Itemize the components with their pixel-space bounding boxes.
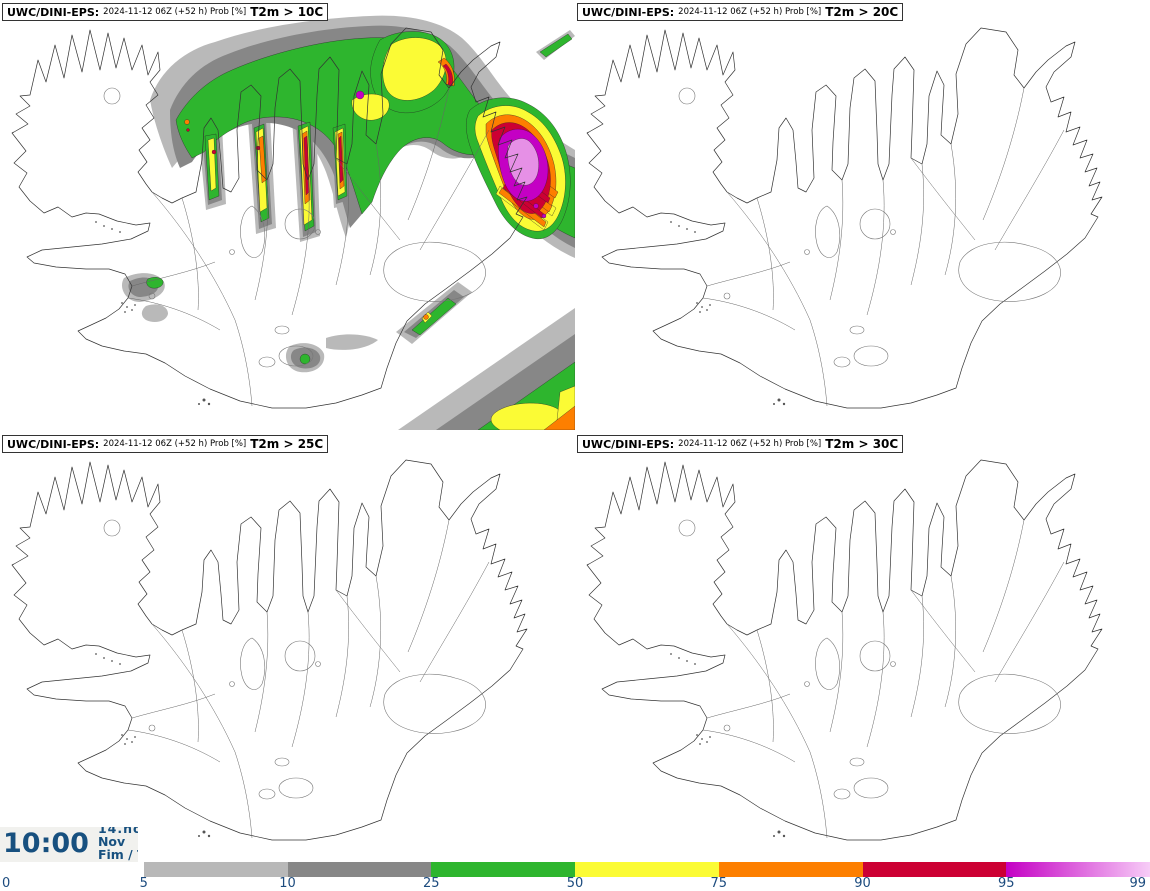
run-info: 2024-11-12 06Z (+52 h) Prob [%]: [678, 439, 822, 449]
run-info: 2024-11-12 06Z (+52 h) Prob [%]: [103, 7, 247, 17]
map-panel-t2m-gt-20c: UWC/DINI-EPS: 2024-11-12 06Z (+52 h) Pro…: [575, 0, 1150, 430]
colorbar-segment-10-25: [287, 862, 432, 877]
probability-overlay: [121, 15, 575, 430]
valid-time-widget[interactable]: 10:00 14.nóv./ Nov Fim / Thu: [0, 827, 138, 862]
colorbar-segment-75-90: [718, 862, 863, 877]
parameter-label: T2m > 30C: [825, 437, 899, 451]
valid-time: 10:00: [3, 828, 89, 859]
map-panel-t2m-gt-25c: UWC/DINI-EPS: 2024-11-12 06Z (+52 h) Pro…: [0, 432, 575, 862]
iceland-outline: [586, 459, 1103, 841]
panel-title: UWC/DINI-EPS: 2024-11-12 06Z (+52 h) Pro…: [2, 435, 329, 453]
panel-title: UWC/DINI-EPS: 2024-11-12 06Z (+52 h) Pro…: [577, 435, 904, 453]
colorbar-label-25: 25: [422, 876, 440, 891]
iceland-map-30c: [586, 459, 1103, 841]
colorbar-label-10: 10: [279, 876, 296, 891]
colorbar-label-0: 0: [2, 876, 11, 891]
run-info: 2024-11-12 06Z (+52 h) Prob [%]: [678, 7, 822, 17]
parameter-label: T2m > 10C: [250, 5, 324, 19]
model-name: UWC/DINI-EPS:: [582, 437, 675, 451]
iceland-outline: [11, 459, 528, 841]
model-name: UWC/DINI-EPS:: [7, 437, 100, 451]
colorbar-segment-25-50: [431, 862, 575, 877]
iceland-map-10c: [11, 15, 575, 430]
model-name: UWC/DINI-EPS:: [7, 5, 100, 19]
colorbar-segment-90-95: [862, 862, 1007, 877]
colorbar-label-95: 95: [997, 876, 1015, 891]
colorbar-label-75: 75: [710, 876, 728, 891]
map-panel-t2m-gt-30c: UWC/DINI-EPS: 2024-11-12 06Z (+52 h) Pro…: [575, 432, 1150, 862]
colorbar-label-50: 50: [566, 876, 584, 891]
colorbar-segment-95-99: [1006, 862, 1150, 877]
panel-title: UWC/DINI-EPS: 2024-11-12 06Z (+52 h) Pro…: [577, 3, 904, 21]
iceland-map-20c: [586, 27, 1103, 409]
iceland-map-25c: [11, 459, 528, 841]
valid-date-block: 14.nóv./ Nov Fim / Thu: [98, 827, 138, 862]
colorbar-label-5: 5: [139, 876, 148, 891]
date-icelandic: 14.nóv./: [97, 827, 138, 836]
map-panel-t2m-gt-10c: UWC/DINI-EPS: 2024-11-12 06Z (+52 h) Pro…: [0, 0, 575, 430]
colorbar-segment-0-5: [0, 862, 144, 877]
probability-colorbar: [0, 862, 1150, 877]
colorbar-labels: 0 5 10 25 50 75 90 95 99: [0, 876, 1150, 891]
model-name: UWC/DINI-EPS:: [582, 5, 675, 19]
weekday-label: Fim / Thu: [97, 847, 138, 862]
parameter-label: T2m > 20C: [825, 5, 899, 19]
run-info: 2024-11-12 06Z (+52 h) Prob [%]: [103, 439, 247, 449]
colorbar-label-90: 90: [854, 876, 871, 891]
colorbar-label-99: 99: [1129, 876, 1146, 891]
colorbar-segment-5-10: [143, 862, 288, 877]
parameter-label: T2m > 25C: [250, 437, 324, 451]
colorbar-segment-50-75: [575, 862, 719, 877]
month-english: Nov: [97, 834, 126, 849]
iceland-outline: [586, 27, 1103, 409]
panel-title: UWC/DINI-EPS: 2024-11-12 06Z (+52 h) Pro…: [2, 3, 329, 21]
